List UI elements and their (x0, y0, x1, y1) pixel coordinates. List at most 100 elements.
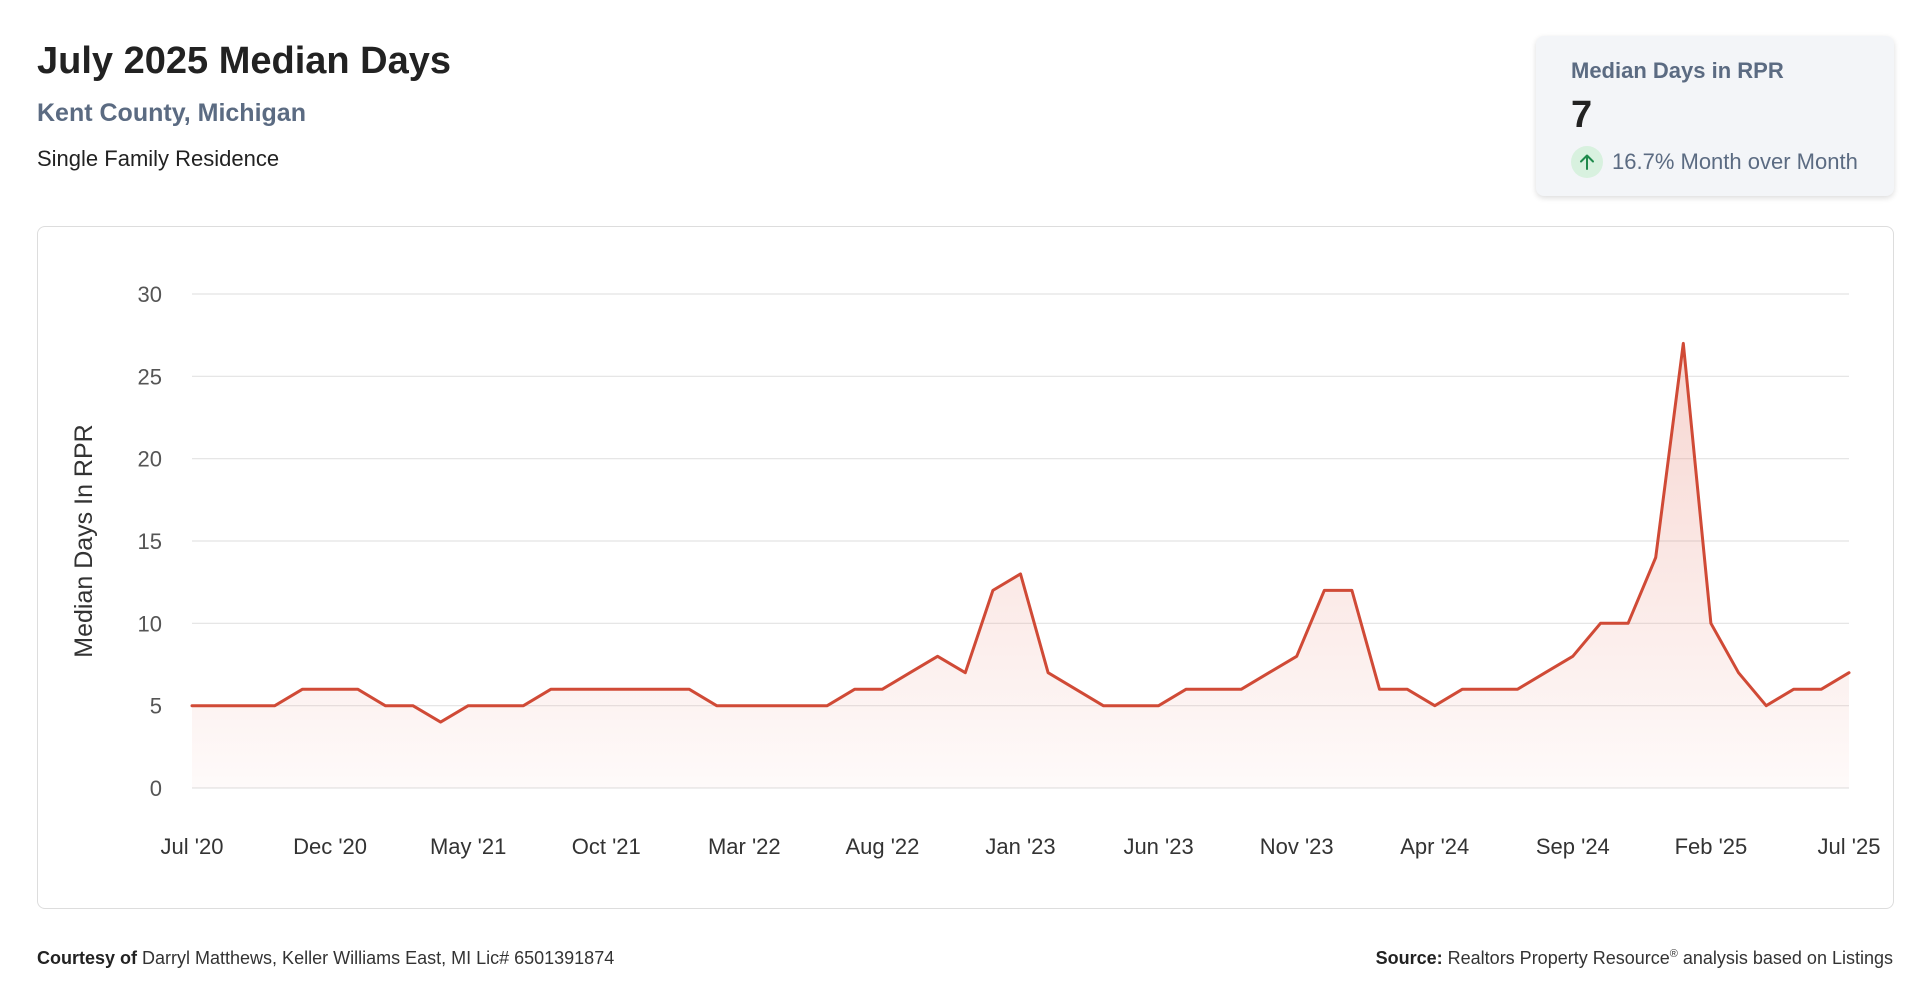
courtesy-text: Darryl Matthews, Keller Williams East, M… (142, 948, 615, 968)
data-point (798, 704, 802, 708)
arrow-up-icon (1571, 146, 1603, 178)
data-point (439, 720, 443, 724)
data-point (1819, 687, 1823, 691)
data-point (1737, 671, 1741, 675)
data-point (853, 687, 857, 691)
data-point (1239, 687, 1243, 691)
y-tick-label: 10 (138, 611, 162, 636)
y-tick-label: 5 (150, 694, 162, 719)
data-point (1847, 671, 1851, 675)
data-point (1626, 621, 1630, 625)
data-point (218, 704, 222, 708)
location-subtitle: Kent County, Michigan (37, 99, 306, 127)
data-point (1792, 687, 1796, 691)
source-text: Realtors Property Resource (1447, 948, 1670, 968)
x-tick-label: Jul '25 (1818, 834, 1881, 859)
stat-label: Median Days in RPR (1571, 58, 1784, 83)
data-point (1709, 621, 1713, 625)
x-tick-label: Dec '20 (293, 834, 367, 859)
data-point (1074, 687, 1078, 691)
stat-change: 16.7% Month over Month (1571, 146, 1858, 178)
source-label: Source: (1375, 948, 1443, 968)
data-point (190, 704, 194, 708)
stat-change-text: 16.7% Month over Month (1612, 149, 1858, 174)
data-point (1046, 671, 1050, 675)
data-point (1433, 704, 1437, 708)
stat-value: 7 (1571, 94, 1593, 136)
page-title: July 2025 Median Days (37, 40, 451, 82)
y-tick-label: 20 (138, 447, 162, 472)
data-point (328, 687, 332, 691)
data-point (825, 704, 829, 708)
data-point (659, 687, 663, 691)
data-point (1184, 687, 1188, 691)
data-point (1571, 654, 1575, 658)
data-point (1764, 704, 1768, 708)
x-tick-label: May '21 (430, 834, 506, 859)
property-type: Single Family Residence (37, 146, 280, 171)
data-point (1350, 588, 1354, 592)
data-point (604, 687, 608, 691)
median-days-chart: 0 5 10 15 20 25 30 Jul '20 Dec '20 May '21 Oct '21… (70, 282, 1881, 859)
data-point (383, 704, 387, 708)
x-tick-label: Sep '24 (1536, 834, 1610, 859)
x-tick-label: Apr '24 (1400, 834, 1469, 859)
data-point (549, 687, 553, 691)
chart-panel: 0 5 10 15 20 25 30 Jul '20 Dec '20 May '21 Oct '21… (37, 226, 1894, 909)
x-tick-label: Oct '21 (572, 834, 641, 859)
data-point (991, 588, 995, 592)
y-tick-label: 30 (138, 282, 162, 307)
data-point (1488, 687, 1492, 691)
x-tick-label: Aug '22 (845, 834, 919, 859)
data-point (1129, 704, 1133, 708)
data-point (300, 687, 304, 691)
x-tick-label: Feb '25 (1675, 834, 1748, 859)
data-point (273, 704, 277, 708)
data-point (577, 687, 581, 691)
courtesy-footer: Courtesy of Darryl Matthews, Keller Will… (37, 948, 614, 969)
data-point (1101, 704, 1105, 708)
data-point (1598, 621, 1602, 625)
data-point (1681, 341, 1685, 345)
y-tick-label: 25 (138, 364, 162, 389)
source-footer: Source: Realtors Property Resource® anal… (1376, 948, 1893, 969)
x-tick-label: Jan '23 (985, 834, 1055, 859)
series-area (192, 343, 1849, 788)
data-point (715, 704, 719, 708)
y-tick-label: 0 (150, 776, 162, 801)
data-point (521, 704, 525, 708)
data-point (1212, 687, 1216, 691)
data-point (411, 704, 415, 708)
data-point (1322, 588, 1326, 592)
data-point (687, 687, 691, 691)
data-point (880, 687, 884, 691)
data-point (1019, 572, 1023, 576)
x-tick-label: Jul '20 (161, 834, 224, 859)
data-point (1654, 555, 1658, 559)
data-point (936, 654, 940, 658)
data-point (770, 704, 774, 708)
stat-card: Median Days in RPR 7 16.7% Month over Mo… (1536, 36, 1894, 196)
data-point (1460, 687, 1464, 691)
y-tick-label: 15 (138, 529, 162, 554)
data-point (632, 687, 636, 691)
data-point (466, 704, 470, 708)
courtesy-label: Courtesy of (37, 948, 138, 968)
y-axis-label: Median Days In RPR (70, 424, 98, 657)
series-line (190, 341, 1851, 724)
x-tick-label: Mar '22 (708, 834, 781, 859)
data-point (1543, 671, 1547, 675)
data-point (742, 704, 746, 708)
x-tick-label: Jun '23 (1123, 834, 1193, 859)
data-point (1157, 704, 1161, 708)
registered-mark: ® (1669, 948, 1678, 960)
data-point (1295, 654, 1299, 658)
data-point (245, 704, 249, 708)
data-point (963, 671, 967, 675)
data-point (1405, 687, 1409, 691)
data-point (356, 687, 360, 691)
data-point (1516, 687, 1520, 691)
x-tick-label: Nov '23 (1260, 834, 1334, 859)
data-point (494, 704, 498, 708)
data-point (1267, 671, 1271, 675)
